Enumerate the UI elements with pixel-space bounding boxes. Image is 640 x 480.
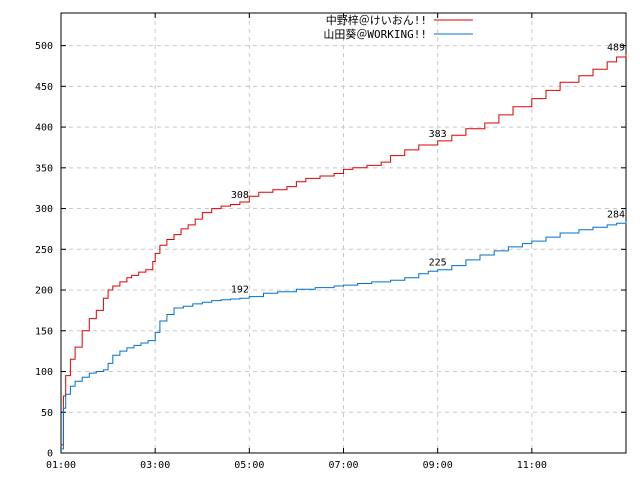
data-annotation: 192 bbox=[231, 285, 249, 296]
x-tick-label: 05:00 bbox=[234, 460, 264, 471]
x-tick-label: 11:00 bbox=[517, 460, 547, 471]
x-tick-label: 01:00 bbox=[46, 460, 76, 471]
y-tick-label: 150 bbox=[35, 326, 53, 337]
y-tick-label: 0 bbox=[47, 449, 53, 460]
y-tick-label: 50 bbox=[41, 408, 53, 419]
data-annotation: 308 bbox=[231, 190, 249, 201]
y-tick-label: 450 bbox=[35, 82, 53, 93]
series-lines bbox=[61, 54, 627, 450]
legend: 中野梓＠けいおん!!山田葵＠WORKING!! bbox=[323, 13, 473, 41]
data-annotation: 225 bbox=[429, 258, 447, 269]
data-annotations: 308 383 489 192 225 284 bbox=[231, 43, 625, 296]
y-tick-label: 350 bbox=[35, 163, 53, 174]
legend-entry-label: 山田葵＠WORKING!! bbox=[323, 28, 427, 41]
data-annotation: 284 bbox=[607, 210, 625, 221]
data-annotation: 383 bbox=[429, 129, 447, 140]
y-tick-label: 500 bbox=[35, 41, 53, 52]
x-tick-label: 03:00 bbox=[140, 460, 170, 471]
y-tick-label: 300 bbox=[35, 204, 53, 215]
x-tick-label: 09:00 bbox=[423, 460, 453, 471]
y-tick-label: 100 bbox=[35, 367, 53, 378]
y-tick-label: 200 bbox=[35, 286, 53, 297]
y-tick-label: 400 bbox=[35, 123, 53, 134]
y-tick-label: 250 bbox=[35, 245, 53, 256]
grid-lines bbox=[61, 13, 626, 453]
series-line-2 bbox=[61, 221, 627, 450]
data-annotation: 489 bbox=[607, 43, 625, 54]
legend-entry-label: 中野梓＠けいおん!! bbox=[326, 13, 427, 27]
series-line-1 bbox=[61, 54, 627, 446]
axis-ticks: 0 50 100 150 200 250 300 350 400 450 500 01:00 03:00… bbox=[35, 13, 626, 471]
x-tick-label: 07:00 bbox=[328, 460, 358, 471]
